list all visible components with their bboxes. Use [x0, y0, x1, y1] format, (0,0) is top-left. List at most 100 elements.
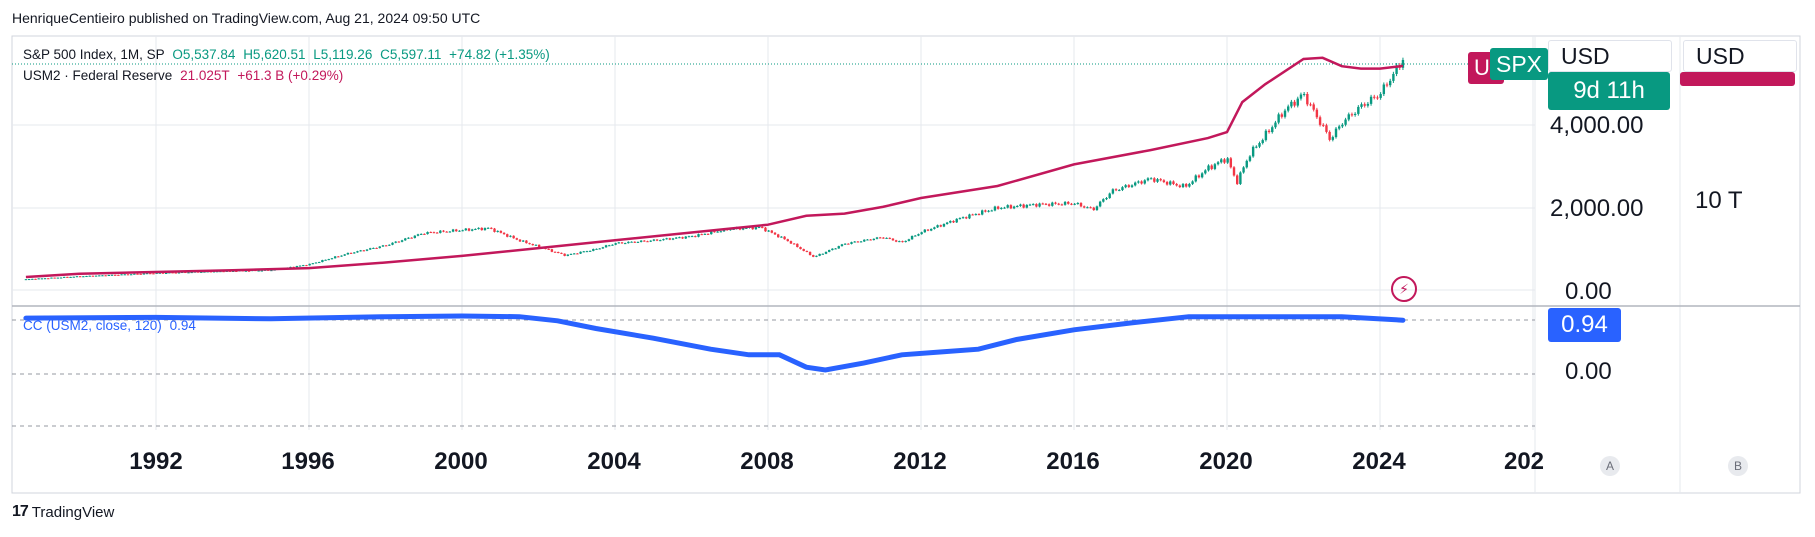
- spx-candle: [898, 241, 901, 243]
- spx-candle: [75, 276, 79, 278]
- spx-candle: [968, 214, 971, 219]
- spx-candle: [506, 234, 509, 237]
- spx-candle: [569, 253, 573, 255]
- spx-candle: [764, 227, 767, 232]
- spx-candle: [1353, 113, 1357, 115]
- spx-candle: [1216, 162, 1220, 165]
- spx-candle: [337, 256, 340, 258]
- spx-candle: [1357, 106, 1360, 114]
- spx-candle: [187, 272, 190, 274]
- spx-candle: [435, 232, 439, 234]
- spx-candle: [1035, 204, 1038, 207]
- spx-candle: [1341, 124, 1344, 127]
- spx-candle: [1032, 204, 1035, 206]
- spx-candle: [1149, 178, 1153, 180]
- spx-candle: [984, 210, 987, 212]
- spx-candle: [1392, 73, 1395, 81]
- spx-candle: [952, 220, 955, 223]
- cc-legend-name: CC (USM2, close, 120): [23, 318, 162, 333]
- spx-candle: [1344, 119, 1347, 125]
- spx-candle: [828, 250, 831, 252]
- spx-candle: [72, 276, 75, 278]
- spx-candle: [850, 242, 853, 244]
- spx-candle: [611, 244, 614, 246]
- spx-legend[interactable]: S&P 500 Index, 1M, SP O5,537.84 H5,620.5…: [23, 47, 554, 62]
- spx-candle: [1290, 101, 1293, 107]
- scale-a-button[interactable]: A: [1600, 456, 1620, 476]
- spx-candle: [1044, 203, 1048, 205]
- spx-change: +74.82 (+1.35%): [449, 47, 550, 62]
- spx-candle: [477, 227, 480, 229]
- spx-candle: [295, 266, 299, 268]
- spx-candle: [1047, 204, 1051, 206]
- publisher-line: HenriqueCentieiro published on TradingVi…: [12, 10, 481, 26]
- spx-candle: [620, 242, 624, 244]
- spx-candle: [965, 217, 968, 219]
- spx-candle: [165, 273, 168, 275]
- spx-candle: [684, 236, 687, 239]
- spx-candle: [796, 243, 799, 248]
- spx-candle: [993, 206, 997, 211]
- m2-legend[interactable]: USM2 · Federal Reserve 21.025T +61.3 B (…: [23, 68, 347, 83]
- spx-candle: [24, 279, 28, 281]
- spx-candle: [483, 228, 487, 231]
- spx-candle: [1223, 159, 1226, 163]
- spx-candle: [681, 237, 684, 239]
- spx-candle: [563, 253, 566, 256]
- lightning-icon[interactable]: ⚡: [1391, 276, 1417, 302]
- spx-candle: [1051, 202, 1054, 206]
- spx-candle: [1226, 158, 1229, 163]
- m2-change: +61.3 B (+0.29%): [237, 68, 344, 83]
- spx-candle: [359, 250, 362, 252]
- spx-candle: [773, 232, 777, 235]
- spx-candle: [824, 251, 828, 254]
- spx-candle: [515, 238, 519, 240]
- price-currency-selector[interactable]: USD: [1548, 40, 1672, 72]
- spx-candle: [400, 240, 404, 242]
- m2-currency-selector[interactable]: USD: [1683, 40, 1797, 72]
- spx-candle: [298, 265, 302, 267]
- spx-candle: [1019, 204, 1022, 206]
- spx-candle: [879, 237, 882, 239]
- spx-candle: [1395, 65, 1398, 74]
- cc-legend[interactable]: CC (USM2, close, 120) 0.94: [23, 318, 200, 333]
- spx-candle: [451, 229, 455, 232]
- spx-candle: [745, 227, 748, 229]
- spx-candle: [926, 229, 930, 231]
- spx-candle: [142, 273, 146, 275]
- x-tick-2004: 2004: [587, 448, 641, 475]
- x-tick-2016: 2016: [1046, 448, 1100, 475]
- m2-legend-name: USM2 · Federal Reserve: [23, 68, 173, 83]
- spx-candle: [528, 243, 531, 245]
- spx-candle: [372, 247, 375, 249]
- spx-candle: [665, 238, 668, 240]
- spx-candle: [394, 241, 397, 243]
- x-tick-2020: 2020: [1199, 448, 1253, 475]
- spx-candle: [1347, 114, 1350, 120]
- spx-candle: [1118, 190, 1121, 192]
- spx-candle: [1134, 182, 1137, 186]
- x-tick-2008: 2008: [740, 448, 794, 475]
- spx-candle: [340, 255, 343, 257]
- spx-candle: [1108, 193, 1111, 198]
- spx-candle: [933, 227, 936, 229]
- spx-candle: [410, 237, 413, 239]
- spx-candle: [888, 237, 891, 239]
- spx-candle: [1274, 122, 1277, 128]
- spx-candle: [534, 244, 538, 246]
- spx-candle: [1194, 175, 1197, 182]
- spx-candle: [930, 228, 933, 231]
- spx-candle: [592, 248, 595, 251]
- spx-candle: [442, 230, 445, 232]
- spx-candle: [375, 247, 378, 249]
- spx-candle: [378, 246, 381, 249]
- spx-candle: [885, 237, 888, 239]
- spx-candle: [866, 239, 869, 241]
- spx-open: O5,537.84: [172, 47, 236, 62]
- spx-candle: [420, 233, 423, 235]
- spx-candle: [955, 218, 958, 223]
- spx-candle: [910, 236, 914, 240]
- spx-candle: [1271, 127, 1274, 133]
- spx-candle: [413, 235, 417, 238]
- scale-b-button[interactable]: B: [1728, 456, 1748, 476]
